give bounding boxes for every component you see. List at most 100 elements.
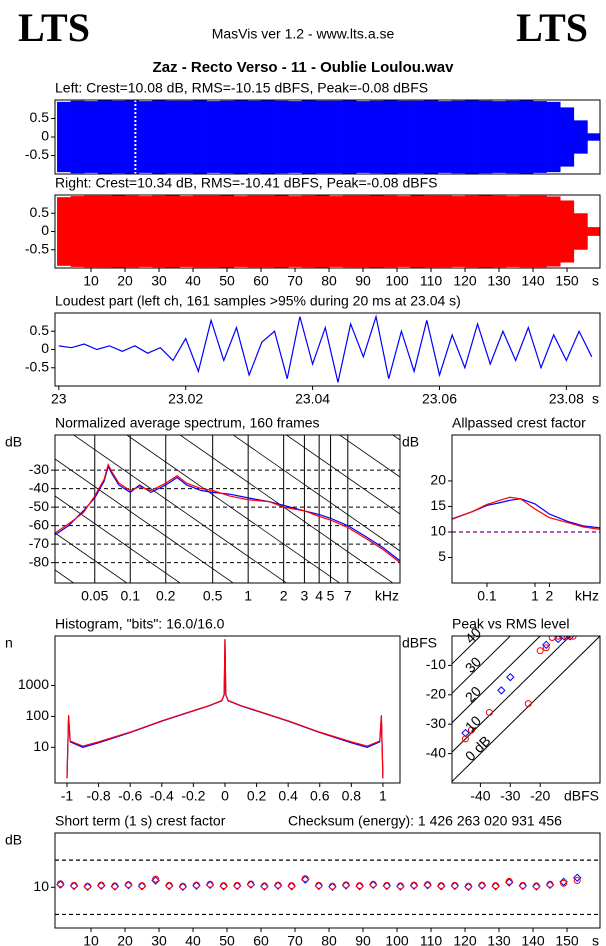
plot-frame [54,832,601,929]
plot-area [58,314,593,383]
waveform-envelope [560,107,575,167]
marker [274,881,282,889]
y-tick-label: 20 [430,472,446,488]
marker [532,882,540,890]
marker [536,647,544,655]
marker [84,882,92,890]
marker [423,880,432,890]
marker [70,881,78,889]
x-axis-unit: s [592,273,599,289]
reference-diagonal [179,435,394,583]
marker [467,726,475,734]
waveform-envelope [465,100,479,174]
x-tick-label: 0 [221,788,229,804]
y-tick-label: -0.5 [25,240,49,256]
reference-diagonal [55,458,234,583]
marker [541,640,551,650]
y-tick-label: -10 [426,656,446,672]
x-tick-label: 80 [321,273,337,289]
waveform-envelope [288,101,303,173]
x-tick-label: 0.1 [121,588,141,604]
x-tick-label: 150 [555,273,579,289]
waveform-envelope [519,100,534,174]
waveform-envelope [179,100,194,174]
waveform-envelope [315,100,330,174]
y-tick-label: 10 [33,878,49,894]
reference-diagonal [55,495,181,583]
reference-diagonal [285,435,400,515]
y-tick-label: 10 [33,738,49,754]
waveform-envelope [587,133,600,141]
x-axis-unit: kHz [575,588,599,604]
x-tick-label: -0.2 [181,788,205,804]
waveform-envelope [587,227,600,236]
waveform-envelope [288,196,303,267]
x-tick-label: 130 [487,933,511,946]
marker [301,875,310,884]
x-tick-label: 4 [315,588,323,604]
plot-area [55,859,600,916]
waveform-envelope [233,196,248,267]
plot-frame [54,312,601,387]
waveform-envelope [206,195,221,268]
data-line [452,496,600,531]
marker [273,881,283,890]
x-tick-label: 0.8 [342,788,362,804]
marker [396,882,404,890]
marker [464,882,473,891]
crest-line-label: 10 [462,712,484,734]
x-tick-label: 3 [301,588,309,604]
x-tick-label: 0.6 [310,788,330,804]
y-tick-label: 1000 [18,676,49,692]
marker [124,880,133,890]
x-tick-label: 100 [385,273,409,289]
waveform-envelope [573,213,588,250]
waveform-envelope [193,100,207,174]
marker [138,882,146,890]
crest-line [452,636,512,694]
waveform-envelope [519,195,534,268]
chart-title: Normalized average spectrum, 160 frames [55,415,320,431]
marker [220,882,228,890]
marker [69,881,79,891]
x-tick-label: -30 [500,788,520,804]
marker [542,644,550,652]
x-tick-label: 50 [219,933,235,946]
waveform-envelope [573,120,588,154]
y-tick-label: 10 [430,523,446,539]
waveform-envelope [410,195,425,268]
waveform-envelope [451,196,466,267]
marker [206,880,214,888]
waveform-envelope [138,196,153,267]
marker [505,877,513,885]
x-tick-label: 30 [151,933,167,946]
waveform-envelope [274,100,289,174]
y-tick-label: -30 [426,715,446,731]
waveform-envelope [301,195,316,268]
x-tick-label: 0.2 [156,588,176,604]
marker [219,881,228,891]
marker [491,881,500,891]
x-tick-label: 5 [327,588,335,604]
marker [151,876,160,885]
plot-area [452,636,600,782]
marker [56,880,65,889]
waveform-envelope [179,196,194,267]
y-axis-label: dBFS [402,635,437,651]
x-tick-label: 20 [117,273,133,289]
y-tick-label: 0 [41,340,49,356]
waveform-envelope [261,100,275,174]
plot-area [57,100,600,174]
waveform-envelope [533,195,547,268]
plot-area [57,195,600,268]
marker [506,672,515,682]
waveform-envelope [342,100,357,174]
plot-area [452,496,600,533]
waveform-envelope [560,200,575,263]
x-axis-unit: dBFS [564,788,599,804]
marker [260,882,268,890]
waveform-envelope [437,101,452,173]
y-tick-label: -50 [29,498,49,514]
waveform-envelope [329,196,343,267]
